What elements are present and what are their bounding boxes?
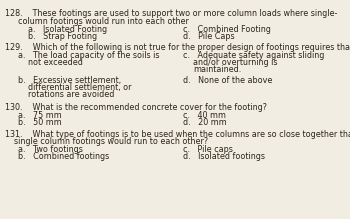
Text: d.   None of the above: d. None of the above	[183, 76, 272, 85]
Text: 130.    What is the recommended concrete cover for the footing?: 130. What is the recommended concrete co…	[5, 103, 267, 112]
Text: column footings would run into each other: column footings would run into each othe…	[18, 17, 189, 26]
Text: a.   Two footings: a. Two footings	[18, 145, 83, 154]
Text: differential settlement, or: differential settlement, or	[28, 83, 132, 92]
Text: b.   Combined footings: b. Combined footings	[18, 152, 109, 161]
Text: single column footings would run to each other?: single column footings would run to each…	[14, 137, 208, 146]
Text: b.   Strap Footing: b. Strap Footing	[28, 32, 97, 41]
Text: c.   Pile caps: c. Pile caps	[183, 145, 233, 154]
Text: d.   Isolated footings: d. Isolated footings	[183, 152, 265, 161]
Text: 131.    What type of footings is to be used when the columns are so close togeth: 131. What type of footings is to be used…	[5, 130, 350, 139]
Text: d.   20 mm: d. 20 mm	[183, 118, 227, 127]
Text: c.   Adequate safety against sliding: c. Adequate safety against sliding	[183, 51, 324, 60]
Text: a.   The load capacity of the soils is: a. The load capacity of the soils is	[18, 51, 160, 60]
Text: b.   50 mm: b. 50 mm	[18, 118, 62, 127]
Text: d.   Pile Caps: d. Pile Caps	[183, 32, 235, 41]
Text: c.   40 mm: c. 40 mm	[183, 111, 226, 120]
Text: 129.    Which of the following is not true for the proper design of footings req: 129. Which of the following is not true …	[5, 43, 350, 52]
Text: not exceeded: not exceeded	[28, 58, 83, 67]
Text: b.   Excessive settlement,: b. Excessive settlement,	[18, 76, 121, 85]
Text: 128.    These footings are used to support two or more column loads where single: 128. These footings are used to support …	[5, 9, 337, 18]
Text: a.   Isolated Footing: a. Isolated Footing	[28, 25, 107, 34]
Text: and/or overturning is: and/or overturning is	[193, 58, 278, 67]
Text: maintained.: maintained.	[193, 65, 241, 74]
Text: a.   75 mm: a. 75 mm	[18, 111, 62, 120]
Text: c.   Combined Footing: c. Combined Footing	[183, 25, 271, 34]
Text: rotations are avoided: rotations are avoided	[28, 90, 114, 99]
